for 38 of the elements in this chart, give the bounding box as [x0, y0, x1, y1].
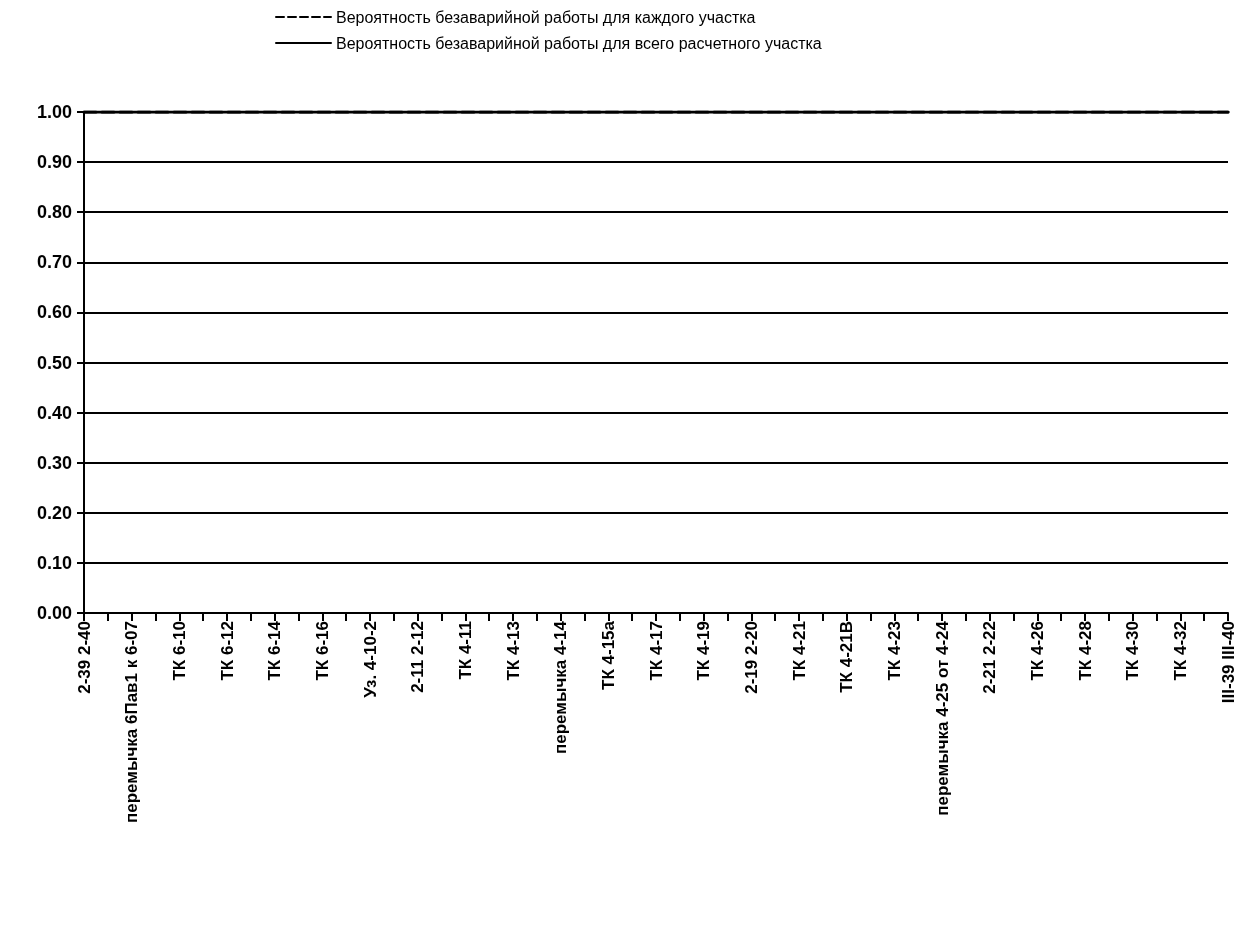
y-tick-label: 0.60	[36, 302, 72, 323]
legend-label: Вероятность безаварийной работы для каждого участка	[336, 8, 756, 26]
x-tick-label: ТК 4-21	[789, 621, 809, 681]
x-tick-label: 2-21 2-22	[980, 621, 1000, 694]
x-tick-label: Уз. 4-10-2	[360, 621, 380, 698]
x-tick-label: 2-11 2-12	[408, 621, 428, 693]
x-tick-label: ТК 6-14	[265, 620, 285, 681]
y-tick-label: 0.40	[36, 402, 72, 423]
x-tick-label: 2-39 2-40	[74, 621, 94, 694]
x-tick-label: ТК 6-10	[169, 621, 189, 681]
y-tick-label: 0.80	[36, 202, 72, 223]
x-tick-label: ТК 4-23	[884, 621, 904, 681]
x-tick-label: ТК 4-15а	[598, 620, 618, 690]
x-tick-label: ТК 4-30	[1123, 621, 1143, 681]
y-tick-label: 0.50	[36, 352, 72, 373]
y-tick-label: 0.30	[36, 452, 72, 473]
y-tick-label: 1.00	[36, 102, 72, 122]
legend-label: Вероятность безаварийной работы для всего расчетного участка	[336, 34, 822, 52]
y-tick-label: 0.00	[36, 603, 72, 623]
x-tick-label: ТК 4-13	[503, 621, 523, 681]
x-tick-label: ТК 6-12	[217, 621, 237, 681]
x-tick-label: ТК 4-19	[694, 621, 714, 681]
y-tick-label: 0.70	[36, 252, 72, 273]
y-tick-label: 0.90	[36, 152, 72, 173]
x-tick-label: ТК 4-28	[1075, 621, 1095, 681]
y-tick-label: 0.10	[36, 552, 72, 573]
x-tick-label: ТК 6-16	[312, 621, 332, 681]
x-tick-label: перемычка 4-25 от 4-24	[932, 620, 952, 816]
y-tick-label: 0.20	[36, 502, 72, 523]
x-tick-label: ТК 4-32	[1170, 621, 1190, 681]
x-tick-label: 2-19 2-20	[741, 621, 761, 694]
x-tick-label: перемычка 4-14	[551, 620, 571, 755]
x-tick-label: ТК 4-26	[1027, 621, 1047, 681]
x-tick-label: ТК 4-11	[455, 621, 475, 680]
x-tick-label: ТК 4-21В	[837, 621, 857, 693]
x-tick-label: перемычка 6Пав1 к 6-07	[122, 621, 142, 823]
x-tick-label: ТК 4-17	[646, 621, 666, 681]
x-tick-label: III-39 III-40	[1218, 621, 1238, 704]
